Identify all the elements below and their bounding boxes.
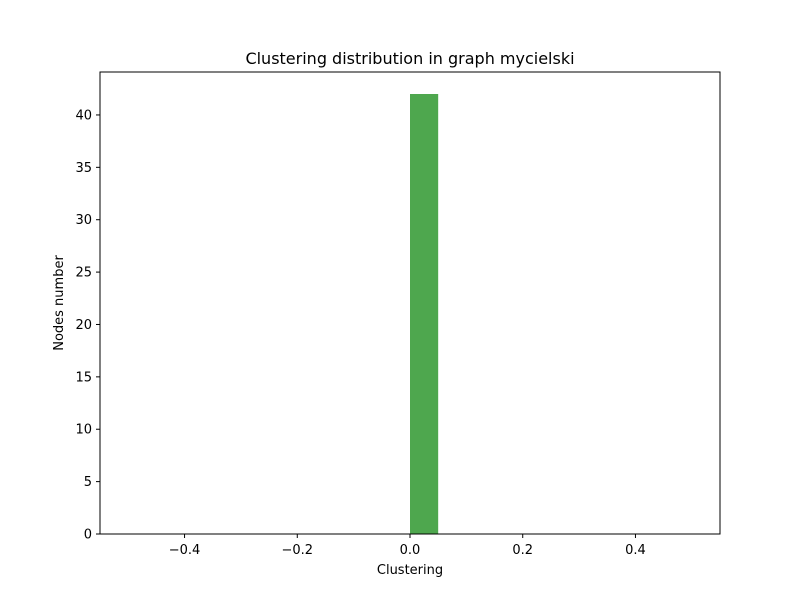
x-axis-ticks: −0.4 −0.2 0.0 0.2 0.4 — [169, 534, 646, 558]
y-axis-label: Nodes number — [52, 255, 67, 351]
histogram-bar-0 — [410, 94, 439, 534]
y-tick-label: 25 — [75, 266, 92, 281]
y-tick-label: 40 — [75, 108, 92, 123]
x-tick-label: −0.2 — [281, 543, 313, 558]
x-tick-label: 0.2 — [512, 543, 533, 558]
x-tick-label: 0.0 — [400, 543, 421, 558]
x-tick-label: 0.4 — [625, 543, 646, 558]
y-tick-label: 10 — [75, 423, 92, 438]
y-tick-label: 30 — [75, 213, 92, 228]
y-axis-ticks: 0 5 10 15 20 25 30 35 40 — [75, 108, 100, 543]
y-tick-label: 20 — [75, 318, 92, 333]
plot-frame — [99, 71, 721, 535]
y-tick-label: 35 — [75, 161, 92, 176]
x-axis-label: Clustering — [377, 563, 443, 578]
y-tick-label: 15 — [75, 370, 92, 385]
chart-title: Clustering distribution in graph myciels… — [245, 49, 574, 68]
bars-layer — [410, 94, 439, 534]
x-tick-label: −0.4 — [169, 543, 201, 558]
y-tick-label: 0 — [84, 528, 92, 543]
y-tick-label: 5 — [84, 475, 92, 490]
